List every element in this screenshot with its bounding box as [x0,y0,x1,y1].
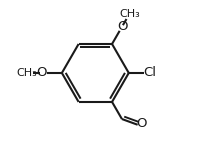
Text: CH₃: CH₃ [17,68,37,78]
Text: O: O [117,20,127,33]
Text: O: O [136,117,147,130]
Text: Cl: Cl [143,66,156,79]
Text: CH₃: CH₃ [119,9,140,19]
Text: O: O [37,66,47,79]
